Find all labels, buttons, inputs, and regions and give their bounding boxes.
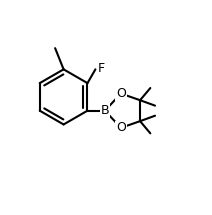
Text: B: B: [100, 104, 109, 117]
Text: O: O: [116, 87, 126, 100]
Text: F: F: [98, 62, 105, 75]
Text: O: O: [116, 121, 126, 134]
